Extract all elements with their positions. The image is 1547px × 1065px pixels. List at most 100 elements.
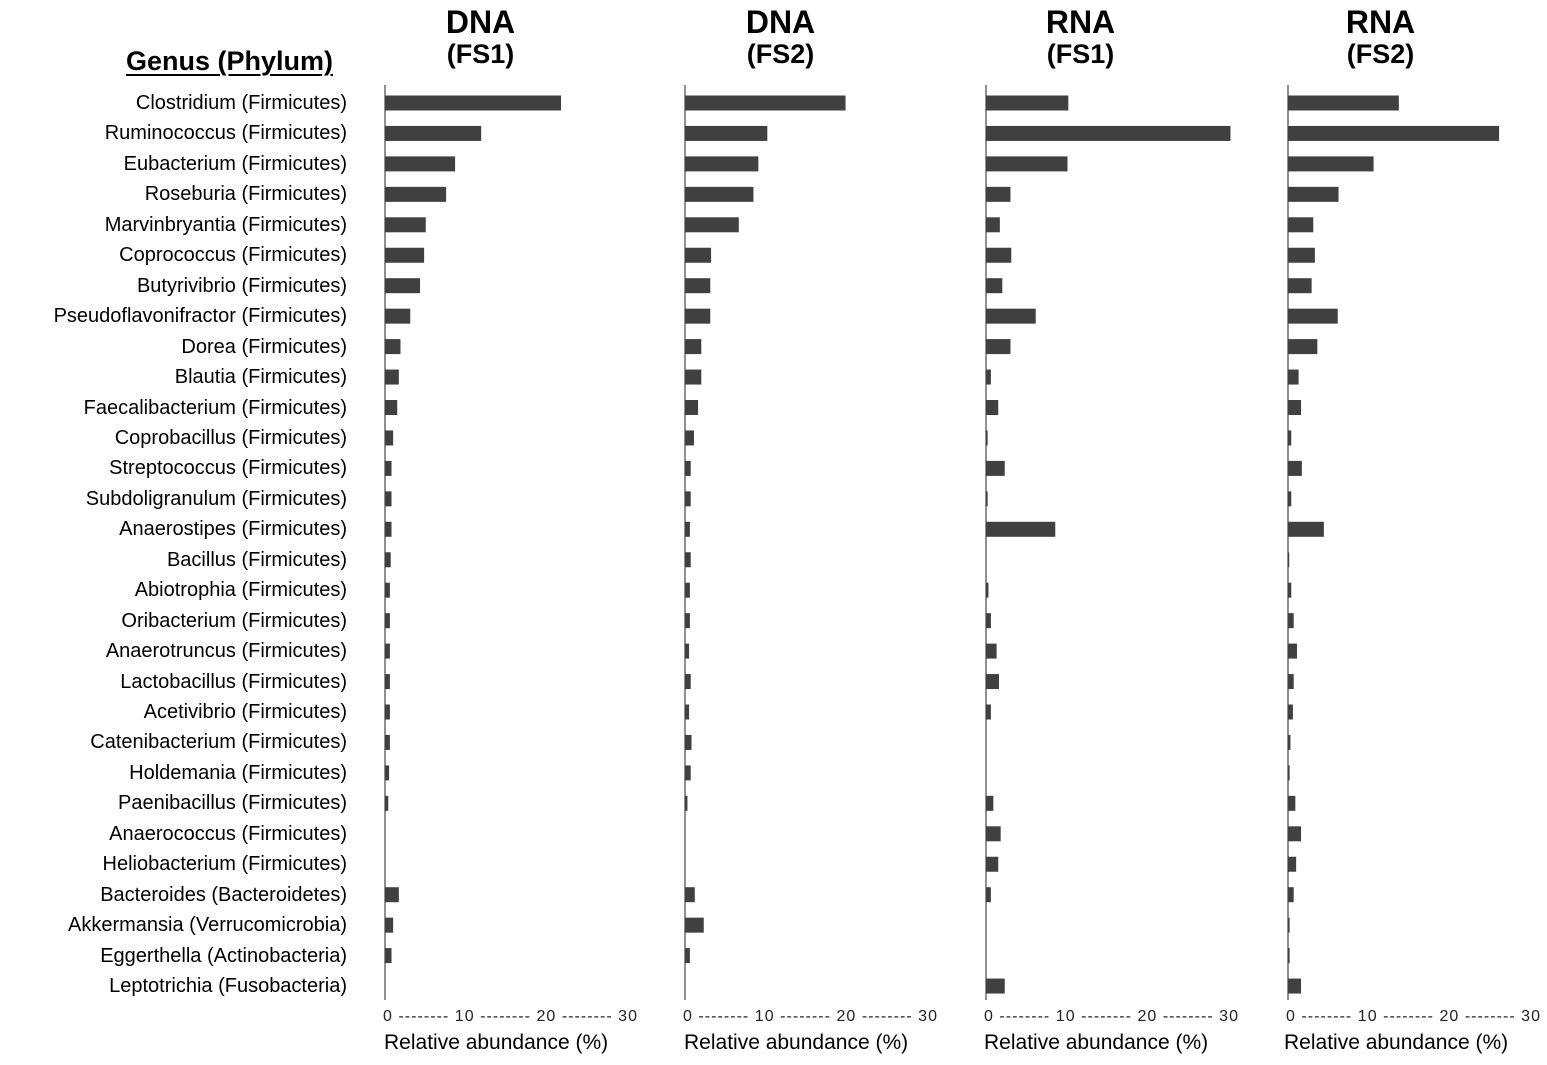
bar-1-23	[385, 765, 390, 781]
bar-1-21	[385, 704, 390, 720]
bar-1-9	[385, 339, 401, 355]
genus-label: Lactobacillus (Firmicutes)	[120, 670, 347, 693]
panel-title-3-main: RNA	[1045, 4, 1116, 40]
bar-1-18	[385, 613, 390, 629]
bar-3-17	[986, 582, 989, 598]
bar-1-3	[385, 156, 456, 172]
x-axis-label-2: Relative abundance (%)	[684, 1031, 909, 1054]
bar-4-24	[1288, 795, 1296, 811]
bar-1-7	[385, 278, 421, 294]
panel-title-4-sub: (FS2)	[1346, 39, 1415, 69]
bar-4-3	[1288, 156, 1374, 172]
bar-1-16	[385, 552, 391, 568]
bar-4-1	[1288, 95, 1399, 111]
bar-2-20	[685, 674, 691, 690]
bar-1-4	[385, 186, 447, 202]
x-tick-labels: 0 -------- 10 -------- 20 -------- 30	[984, 1008, 1238, 1025]
genus-label: Subdoligranulum (Firmicutes)	[85, 487, 347, 510]
bar-4-28	[1288, 917, 1290, 933]
bar-2-21	[685, 704, 690, 720]
bar-1-27	[385, 887, 399, 903]
panel-title-2-main: DNA	[745, 4, 816, 40]
bar-1-13	[385, 460, 392, 476]
bar-2-24	[685, 795, 688, 811]
genus-label: Bacillus (Firmicutes)	[166, 548, 347, 571]
x-axis-label-4: Relative abundance (%)	[1284, 1031, 1509, 1054]
genus-label: Streptococcus (Firmicutes)	[109, 457, 347, 480]
x-axis-label-1: Relative abundance (%)	[384, 1031, 609, 1054]
genus-label: Catenibacterium (Firmicutes)	[90, 731, 347, 754]
x-tick-labels: 0 -------- 10 -------- 20 -------- 30	[683, 1008, 937, 1025]
bar-2-13	[685, 460, 691, 476]
genus-label: Holdemania (Firmicutes)	[129, 761, 347, 784]
panel-title-1-sub: (FS1)	[446, 39, 515, 69]
bar-1-29	[385, 948, 392, 964]
genus-label: Oribacterium (Firmicutes)	[121, 609, 347, 632]
bar-2-6	[685, 247, 712, 263]
bar-2-19	[685, 643, 690, 659]
bar-1-5	[385, 217, 426, 233]
genus-label: Bacteroides (Bacteroidetes)	[100, 883, 347, 906]
genus-label: Eggerthella (Actinobacteria)	[100, 944, 347, 967]
genus-label: Clostridium (Firmicutes)	[135, 92, 347, 114]
bar-3-19	[986, 643, 997, 659]
genus-label: Anaerostipes (Firmicutes)	[119, 518, 347, 541]
bar-2-16	[685, 552, 691, 568]
bar-4-10	[1288, 369, 1299, 385]
panel-title-4-main: RNA	[1345, 4, 1416, 40]
genus-label: Anaerococcus (Firmicutes)	[109, 822, 347, 845]
genus-label: Roseburia (Firmicutes)	[144, 183, 347, 206]
bar-3-25	[986, 826, 1001, 842]
bar-4-29	[1288, 948, 1290, 964]
genus-label: Abiotrophia (Firmicutes)	[134, 579, 347, 602]
bar-1-1	[385, 95, 562, 111]
bar-3-5	[986, 217, 1000, 233]
bar-4-15	[1288, 521, 1324, 537]
bar-3-14	[986, 491, 988, 507]
genus-label: Blautia (Firmicutes)	[174, 366, 347, 389]
bar-1-15	[385, 521, 392, 537]
bar-1-19	[385, 643, 390, 659]
genus-label: Leptotrichia (Fusobacteria)	[109, 975, 347, 998]
bar-1-14	[385, 491, 392, 507]
bar-3-12	[986, 430, 988, 446]
x-tick-labels: 0 -------- 10 -------- 20 -------- 30	[1286, 1008, 1540, 1025]
genus-label: Ruminococcus (Firmicutes)	[104, 122, 347, 145]
bar-4-11	[1288, 400, 1302, 415]
bar-4-12	[1288, 430, 1292, 446]
bar-4-30	[1288, 978, 1302, 994]
genus-label: Paenibacillus (Firmicutes)	[118, 792, 347, 815]
bar-4-20	[1288, 674, 1294, 690]
bar-2-28	[685, 917, 704, 933]
bar-4-2	[1288, 125, 1500, 141]
genus-label: Faecalibacterium (Firmicutes)	[83, 396, 347, 419]
bar-4-4	[1288, 186, 1339, 202]
genus-label: Anaerotruncus (Firmicutes)	[105, 640, 347, 663]
bar-2-14	[685, 491, 691, 507]
bar-3-2	[986, 125, 1231, 141]
bar-4-19	[1288, 643, 1297, 659]
bar-2-4	[685, 186, 754, 202]
genus-label: Akkermansia (Verrucomicrobia)	[68, 914, 347, 937]
panel-title-3: RNA (FS1)	[983, 5, 1178, 69]
panel-title-1: DNA (FS1)	[383, 5, 578, 69]
bar-3-13	[986, 460, 1005, 476]
bar-4-6	[1288, 247, 1315, 263]
bar-2-2	[685, 125, 768, 141]
bar-1-11	[385, 400, 398, 415]
bar-2-1	[685, 95, 846, 111]
panel-title-2: DNA (FS2)	[683, 5, 878, 69]
bar-2-18	[685, 613, 690, 629]
bar-3-11	[986, 400, 999, 415]
bar-3-26	[986, 856, 999, 872]
bar-3-1	[986, 95, 1069, 111]
bar-2-9	[685, 339, 702, 355]
bar-4-7	[1288, 278, 1312, 294]
x-axis-label-3: Relative abundance (%)	[984, 1031, 1209, 1054]
bar-3-9	[986, 339, 1011, 355]
bar-2-27	[685, 887, 695, 903]
bar-4-17	[1288, 582, 1292, 598]
bar-1-12	[385, 430, 394, 446]
